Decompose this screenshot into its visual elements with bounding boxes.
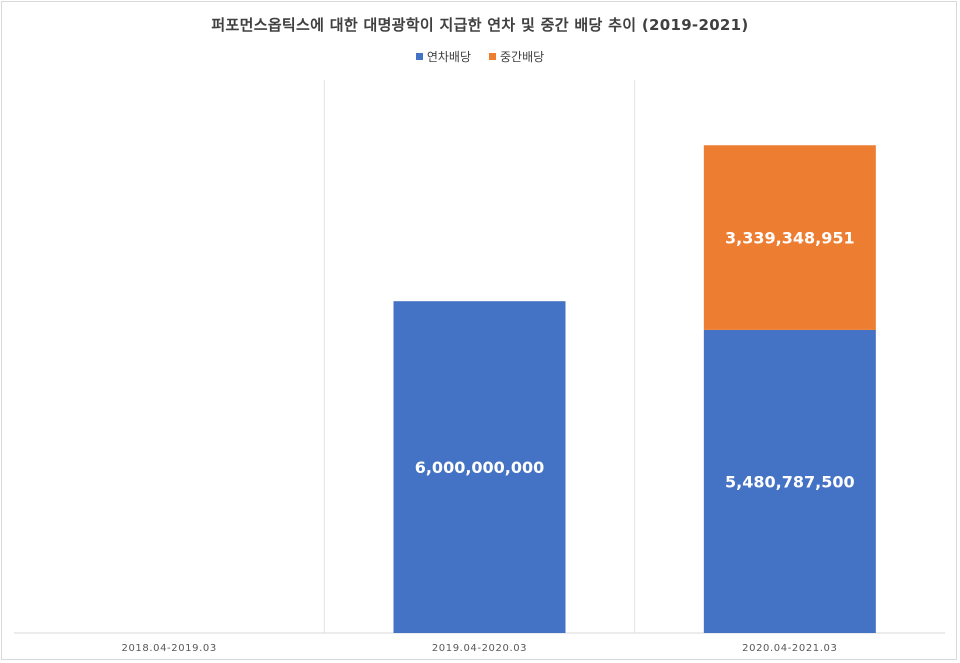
legend-swatch-interim — [489, 53, 496, 60]
legend-item-interim: 중간배당 — [489, 48, 544, 65]
legend-label-annual: 연차배당 — [426, 50, 471, 64]
legend-swatch-annual — [415, 53, 423, 60]
x-tick-label: 2018.04-2019.03 — [122, 643, 217, 654]
legend-label-interim: 중간배당 — [500, 50, 545, 64]
chart-title: 퍼포먼스옵틱스에 대한 대명광학이 지급한 연차 및 중간 배당 추이 (201… — [211, 16, 749, 34]
data-label: 5,480,787,500 — [725, 472, 855, 491]
bar-annual — [393, 301, 566, 633]
x-tick-label: 2020.04-2021.03 — [742, 643, 837, 654]
bar-interim — [703, 145, 876, 330]
bar-annual — [703, 329, 876, 633]
legend: 연차배당 중간배당 — [0, 48, 960, 65]
x-tick-label: 2019.04-2020.03 — [432, 643, 527, 654]
data-label: 3,339,348,951 — [725, 229, 855, 248]
legend-item-annual: 연차배당 — [415, 48, 471, 65]
data-label: 6,000,000,000 — [415, 458, 545, 477]
